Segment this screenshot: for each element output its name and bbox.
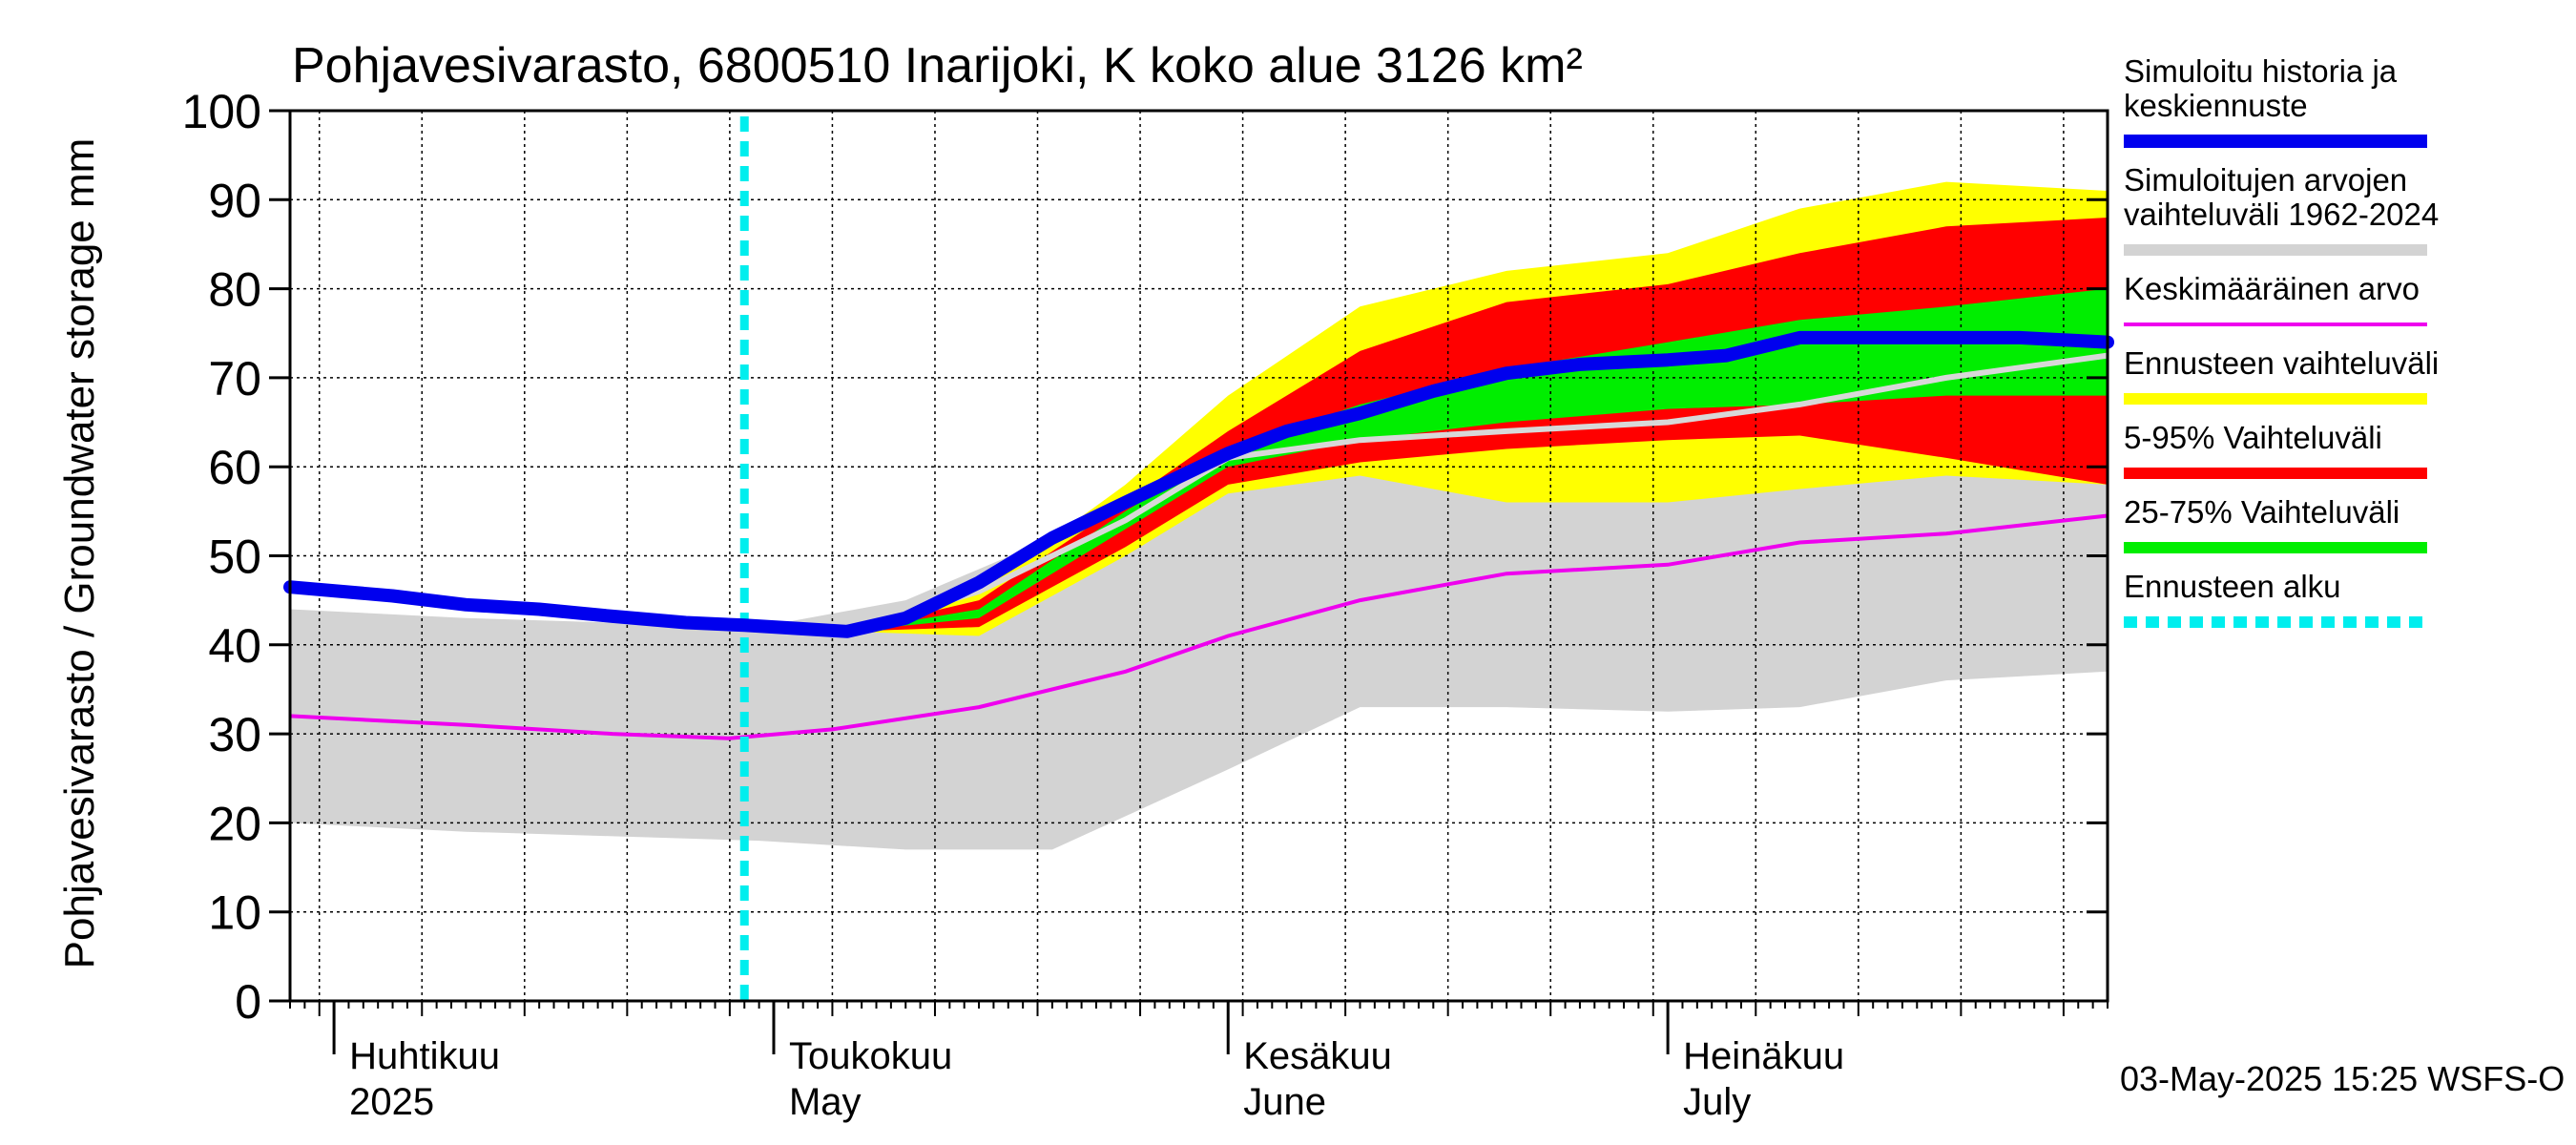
y-tick-label: 70 bbox=[208, 352, 261, 406]
month-label-en: June bbox=[1243, 1081, 1326, 1123]
chart-title: Pohjavesivarasto, 6800510 Inarijoki, K k… bbox=[292, 38, 1583, 94]
legend-label: 25-75% Vaihteluväli bbox=[2124, 494, 2399, 530]
y-tick-label: 10 bbox=[208, 886, 261, 940]
series-median bbox=[845, 352, 2109, 635]
legend-label: Ennusteen vaihteluväli bbox=[2124, 345, 2439, 381]
series-history bbox=[283, 330, 2114, 638]
lines bbox=[283, 116, 2114, 1001]
grid bbox=[290, 111, 2108, 1001]
y-tick-label: 90 bbox=[208, 174, 261, 227]
legend-label: Keskimääräinen arvo bbox=[2124, 271, 2420, 306]
month-label-fi: Huhtikuu bbox=[349, 1035, 500, 1077]
legend-label: Ennusteen alku bbox=[2124, 569, 2341, 604]
y-tick-label: 20 bbox=[208, 797, 261, 850]
footer-timestamp: 03-May-2025 15:25 WSFS-O bbox=[2120, 1059, 2565, 1098]
month-label-fi: Kesäkuu bbox=[1243, 1035, 1392, 1077]
y-axis-label: Pohjavesivarasto / Groundwater storage m… bbox=[56, 138, 103, 969]
x-ticks bbox=[289, 1001, 2109, 1054]
month-label-en: July bbox=[1683, 1081, 1751, 1123]
y-tick-label: 80 bbox=[208, 263, 261, 317]
month-label-en: May bbox=[789, 1081, 862, 1123]
y-tick-label: 40 bbox=[208, 619, 261, 673]
month-label-en: 2025 bbox=[349, 1081, 434, 1123]
plot-area bbox=[283, 109, 2114, 1003]
band-25-75 bbox=[846, 288, 2108, 632]
legend-label: vaihteluväli 1962-2024 bbox=[2124, 197, 2439, 232]
legend-label: Simuloitu historia ja bbox=[2124, 53, 2398, 89]
y-tick-label: 100 bbox=[182, 85, 261, 138]
legend-label: 5-95% Vaihteluväli bbox=[2124, 420, 2382, 455]
y-tick-label: 30 bbox=[208, 708, 261, 761]
y-tick-label: 60 bbox=[208, 441, 261, 494]
month-label-fi: Heinäkuu bbox=[1683, 1035, 1844, 1077]
series-mean bbox=[289, 513, 2109, 740]
legend-label: Simuloitujen arvojen bbox=[2124, 162, 2407, 198]
y-ticks: 0 10 20 30 40 50 60 70 80 90 100 bbox=[182, 85, 2108, 1029]
y-tick-label: 50 bbox=[208, 531, 261, 584]
month-label-fi: Toukokuu bbox=[789, 1035, 952, 1077]
legend-label: keskiennuste bbox=[2124, 88, 2308, 123]
y-tick-label: 0 bbox=[235, 975, 261, 1029]
